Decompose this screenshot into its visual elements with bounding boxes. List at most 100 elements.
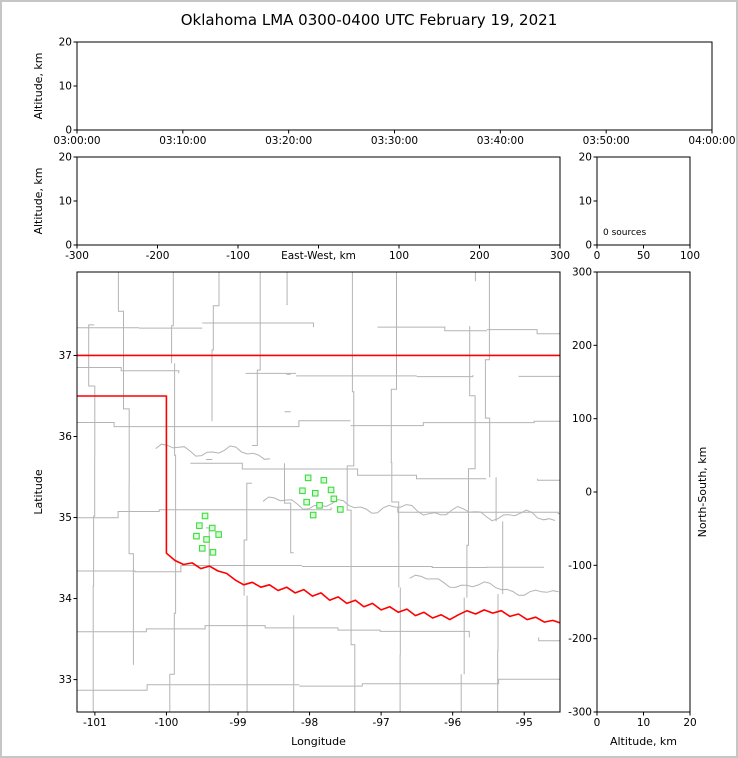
y-axis-label: Altitude, km [32,167,45,234]
panel-alt_ew [76,156,561,246]
y-tick-label: 200 [572,340,592,352]
y-tick-label: 20 [59,37,72,49]
lma-station-marker [320,476,328,484]
y-tick-label: 100 [572,413,592,425]
x-tick-label: 03:00:00 [53,135,100,147]
lma-station-marker [193,532,200,540]
x-tick-label: 200 [469,250,489,262]
x-tick-label: 03:10:00 [159,135,206,147]
state-border [77,354,560,624]
y-tick-label: 0 [585,487,592,499]
lma-station-marker [337,506,344,513]
y-axis-label: Latitude [32,469,45,515]
y-tick-label: 20 [579,152,592,164]
x-tick-label: 03:20:00 [265,135,312,147]
county-line-h [77,420,560,428]
y-tick-label: 36 [59,431,73,443]
county-line-h [77,322,560,335]
county-line-v [284,272,295,712]
y-axis-label: Altitude, km [32,52,45,119]
x-tick-label: 04:00:00 [688,135,735,147]
x-tick-label: 100 [389,250,409,262]
y-tick-label: 300 [572,267,592,279]
county-line-v [346,272,356,712]
lma-station-marker [304,474,312,482]
y-axis-label: North-South, km [696,447,709,538]
lma-station-marker [208,524,216,532]
y-tick-label: 0 [65,240,72,252]
x-tick-label: -100 [226,250,250,262]
oklahoma-border-path [77,395,560,624]
lma-station-marker [201,512,209,520]
river-line [155,443,271,460]
x-tick-label: 20 [683,717,696,729]
x-tick-label: 03:40:00 [477,135,524,147]
y-tick-label: 10 [59,196,72,208]
lma-station-marker [196,522,203,529]
x-tick-label: -99 [229,717,246,729]
county-line-h [77,625,560,642]
river-line [409,574,559,596]
county-line-h [77,367,560,378]
y-tick-label: 0 [65,125,72,137]
county-line-v [205,272,220,712]
x-tick-label: -100 [155,717,179,729]
figure-title: Oklahoma LMA 0300-0400 UTC February 19, … [180,11,558,29]
county-line-h [77,678,560,691]
lma-station-marker [203,536,210,543]
county-line-h [77,566,560,572]
x-axis-label: Altitude, km [610,735,677,748]
lma-station-marker [303,498,310,506]
x-tick-label: -101 [83,717,107,729]
lma-stations [193,474,344,556]
y-tick-label: -100 [568,560,592,572]
x-tick-label: -200 [146,250,170,262]
y-tick-label: 35 [59,512,72,524]
y-tick-label: 20 [59,152,72,164]
county-line-v [89,272,95,712]
y-tick-label: 37 [59,350,72,362]
x-axis-label: Longitude [291,735,346,748]
x-tick-label: 0 [594,250,601,262]
y-tick-label: 34 [59,593,73,605]
county-line-v [390,272,401,712]
x-tick-label: -300 [65,250,89,262]
lma-station-marker [311,489,319,497]
y-tick-label: 0 [585,240,592,252]
map-layers [77,272,560,712]
y-tick-label: 10 [59,81,72,93]
y-tick-label: -300 [568,707,592,719]
x-tick-label: 300 [550,250,570,262]
county-line-h [77,507,560,519]
lma-station-marker [299,487,306,495]
county-line-v [243,272,261,712]
x-tick-label: 50 [637,250,650,262]
panel-alt_time [76,41,713,131]
x-tick-label: 03:50:00 [583,135,630,147]
county-line-v [169,272,177,712]
panel-map [76,271,561,713]
lma-station-marker [209,549,217,556]
river-line [262,496,556,522]
lma-station-marker [327,486,335,494]
county-lines [77,272,560,712]
y-tick-label: 33 [59,674,72,686]
y-tick-label: 10 [579,196,592,208]
sources-count-annotation: 0 sources [603,228,646,238]
county-line-v [484,272,504,712]
x-tick-label: 0 [594,717,601,729]
x-axis-label: East-West, km [281,250,356,262]
lma-station-marker [309,511,317,519]
county-line-v [460,272,476,712]
lma-station-marker [330,495,338,503]
y-tick-label: -200 [568,633,592,645]
x-tick-label: -97 [373,717,390,729]
x-tick-label: 03:30:00 [371,135,418,147]
x-tick-label: 100 [680,250,700,262]
river-lines [155,443,559,596]
x-tick-label: 10 [637,717,650,729]
county-line-v [117,272,134,665]
lma-station-marker [316,502,323,509]
